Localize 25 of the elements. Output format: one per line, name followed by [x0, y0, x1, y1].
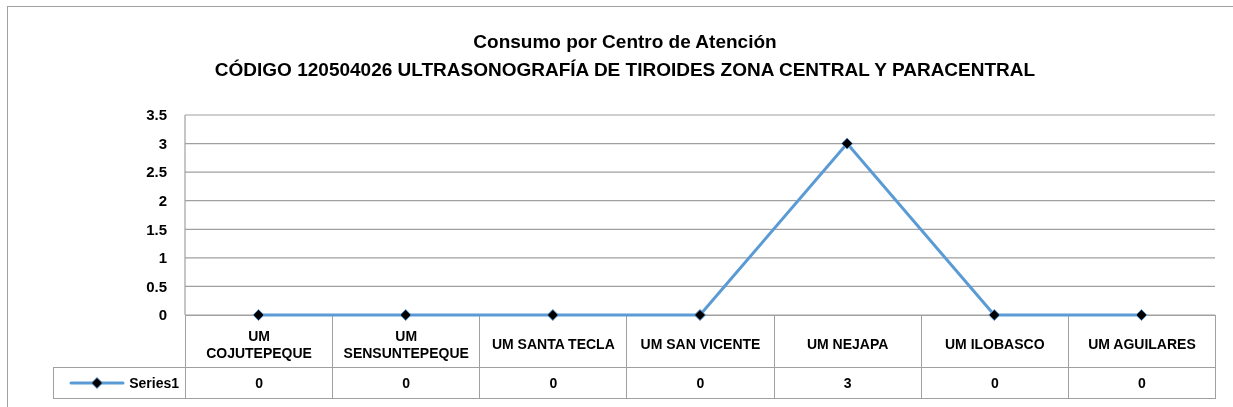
y-tick-label: 1.5	[146, 220, 167, 238]
y-tick-label: 2	[158, 192, 167, 210]
x-tick-label: UM SENSUNTEPEQUE	[332, 315, 480, 368]
x-tick-label: UM SANTA TECLA	[479, 315, 627, 368]
y-tick-label: 3	[158, 134, 167, 152]
data-label: 0	[1068, 367, 1216, 399]
chart-subtitle: CÓDIGO 120504026 ULTRASONOGRAFÍA DE TIROIDES ZONA CENTRAL Y PARACENTRAL	[213, 58, 1037, 82]
data-label: 0	[479, 367, 627, 399]
y-tick-label: 0.5	[146, 277, 167, 295]
y-tick-label: 0	[158, 306, 167, 324]
x-tick-label: UM COJUTEPEQUE	[185, 315, 333, 368]
legend-label: Series1	[129, 374, 179, 391]
y-tick-label: 2.5	[146, 163, 167, 181]
x-tick-label: UM ILOBASCO	[921, 315, 1069, 368]
data-label: 3	[774, 367, 922, 399]
x-tick-label: UM SAN VICENTE	[626, 315, 775, 368]
data-label: 0	[332, 367, 480, 399]
chart-title: Consumo por Centro de Atención	[472, 30, 778, 54]
x-tick-label: UM NEJAPA	[774, 315, 922, 368]
y-tick-label: 1	[158, 249, 167, 267]
data-label: 0	[921, 367, 1069, 399]
data-label: 0	[626, 367, 775, 399]
x-tick-label: UM AGUILARES	[1068, 315, 1216, 368]
data-label: 0	[185, 367, 333, 399]
y-tick-label: 3.5	[146, 106, 167, 124]
